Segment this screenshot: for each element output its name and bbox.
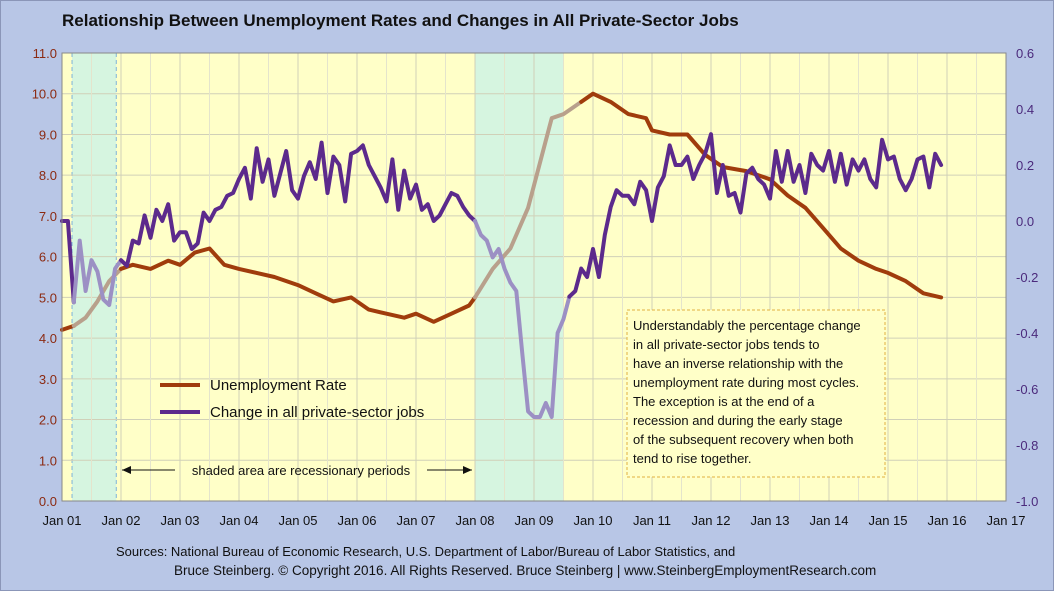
- x-tick-label: Jan 09: [514, 513, 553, 528]
- chart-title: Relationship Between Unemployment Rates …: [62, 11, 739, 30]
- unemployment-rate-line-segment-4: [473, 99, 584, 300]
- y-left-tick-label: 9.0: [39, 127, 57, 142]
- x-tick-label: Jan 01: [42, 513, 81, 528]
- annotation-text-line: in all private-sector jobs tends to: [633, 337, 819, 352]
- y-left-tick-label: 4.0: [39, 331, 57, 346]
- y-left-tick-label: 5.0: [39, 290, 57, 305]
- y-left-tick-label: 8.0: [39, 168, 57, 183]
- axes: 0.0 1.0 2.0 3.0 4.0 5.0 6.0 7.0 8.0 9.0 10.0 11.0 -1…: [32, 46, 1039, 528]
- legend: Unemployment Rate Change in all private-s…: [160, 377, 424, 421]
- x-tick-label: Jan 10: [573, 513, 612, 528]
- y-left-tick-label: 10.0: [32, 87, 57, 102]
- y-left-tick-label: 3.0: [39, 372, 57, 387]
- x-tick-label: Jan 17: [986, 513, 1025, 528]
- y-right-tick-label: -1.0: [1016, 494, 1038, 509]
- x-tick-label: Jan 16: [927, 513, 966, 528]
- private-jobs-change-line-segment-5: [567, 132, 944, 299]
- x-tick-label: Jan 08: [455, 513, 494, 528]
- legend-label-unemployment: Unemployment Rate: [210, 377, 347, 394]
- x-tick-label: Jan 03: [160, 513, 199, 528]
- x-tick-label: Jan 12: [691, 513, 730, 528]
- annotation-text-line: The exception is at the end of a: [633, 394, 815, 409]
- private-jobs-change-line-segment-1: [60, 219, 76, 305]
- y-right-tick-label: -0.2: [1016, 270, 1038, 285]
- x-tick-label: Jan 13: [750, 513, 789, 528]
- annotations: shaded area are recessionary periods Unde…: [122, 309, 886, 478]
- private-jobs-change-line-segment-4: [473, 219, 572, 419]
- x-tick-label: Jan 14: [809, 513, 848, 528]
- unemployment-rate-line-segment-3: [119, 246, 477, 324]
- arrow-right-head: [463, 466, 472, 474]
- y-right-tick-label: 0.4: [1016, 102, 1034, 117]
- annotation-box: [626, 309, 886, 478]
- y-left-tick-label: 6.0: [39, 250, 57, 265]
- unemployment-rate-line-segment-1: [60, 323, 76, 332]
- annotation-text-line: have an inverse relationship with the: [633, 356, 843, 371]
- annotation-text-line: tend to rise together.: [633, 451, 752, 466]
- legend-label-jobs: Change in all private-sector jobs: [210, 404, 424, 421]
- x-tick-label: Jan 05: [278, 513, 317, 528]
- x-tick-label: Jan 04: [219, 513, 258, 528]
- arrow-left-head: [122, 466, 131, 474]
- copyright-line: Bruce Steinberg. © Copyright 2016. All R…: [174, 563, 877, 578]
- y-right-tick-label: -0.8: [1016, 438, 1038, 453]
- y-right-tick-label: 0.0: [1016, 214, 1034, 229]
- y-right-tick-label: -0.6: [1016, 382, 1038, 397]
- x-tick-label: Jan 06: [337, 513, 376, 528]
- annotation-text-line: Understandably the percentage change: [633, 318, 861, 333]
- y-right-tick-label: -0.4: [1016, 326, 1038, 341]
- private-jobs-change-line-segment-3: [119, 140, 477, 268]
- series-layer: [60, 91, 944, 419]
- annotation-text-line: of the subsequent recovery when both: [633, 432, 853, 447]
- y-left-tick-label: 2.0: [39, 413, 57, 428]
- annotation-text: Understandably the percentage change in a…: [633, 318, 861, 466]
- x-tick-label: Jan 15: [868, 513, 907, 528]
- x-tick-label: Jan 11: [633, 513, 671, 528]
- private-jobs-change-line-segment-2: [71, 238, 123, 307]
- y-left-tick-label: 1.0: [39, 453, 57, 468]
- y-left-tick-label: 11.0: [33, 46, 57, 61]
- y-right-tick-label: 0.6: [1016, 46, 1034, 61]
- y-left-tick-label: 7.0: [39, 209, 57, 224]
- annotation-text-line: unemployment rate during most cycles.: [633, 375, 859, 390]
- recession-note: shaded area are recessionary periods: [192, 463, 411, 478]
- recession-band-1: [72, 53, 117, 501]
- plot-border: [61, 52, 1007, 502]
- annotation-text-line: recession and during the early stage: [633, 413, 843, 428]
- sources-line: Sources: National Bureau of Economic Res…: [116, 544, 736, 559]
- x-tick-label: Jan 07: [396, 513, 435, 528]
- x-tick-label: Jan 02: [101, 513, 140, 528]
- y-left-tick-label: 0.0: [39, 494, 57, 509]
- y-right-tick-label: 0.2: [1016, 158, 1034, 173]
